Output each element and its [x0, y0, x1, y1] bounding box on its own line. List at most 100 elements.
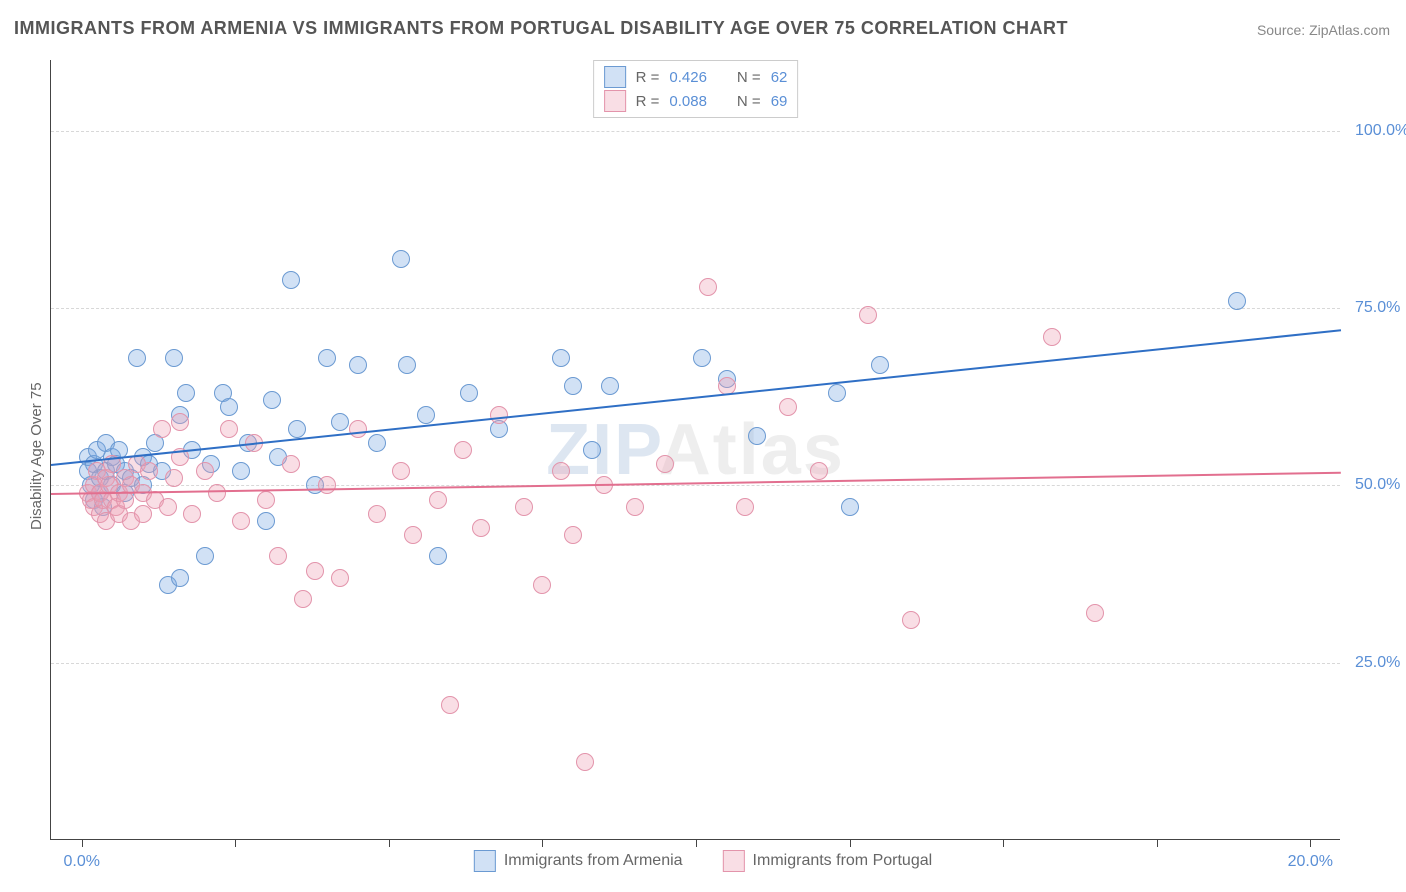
series-label-armenia: Immigrants from Armenia [504, 852, 683, 870]
data-point-armenia [288, 420, 306, 438]
data-point-portugal [699, 278, 717, 296]
data-point-portugal [779, 398, 797, 416]
data-point-armenia [693, 349, 711, 367]
data-point-portugal [257, 491, 275, 509]
data-point-portugal [349, 420, 367, 438]
data-point-armenia [232, 462, 250, 480]
data-point-armenia [552, 349, 570, 367]
data-point-portugal [454, 441, 472, 459]
data-point-armenia [601, 377, 619, 395]
data-point-portugal [165, 469, 183, 487]
data-point-portugal [294, 590, 312, 608]
data-point-armenia [417, 406, 435, 424]
x-tick [850, 839, 851, 847]
data-point-armenia [165, 349, 183, 367]
data-point-portugal [171, 413, 189, 431]
gridline [51, 308, 1340, 309]
gridline [51, 663, 1340, 664]
data-point-portugal [368, 505, 386, 523]
gridline [51, 485, 1340, 486]
data-point-armenia [177, 384, 195, 402]
y-tick-label: 50.0% [1355, 476, 1400, 494]
data-point-portugal [902, 611, 920, 629]
data-point-portugal [429, 491, 447, 509]
data-point-armenia [564, 377, 582, 395]
gridline [51, 131, 1340, 132]
data-point-armenia [1228, 292, 1246, 310]
data-point-portugal [269, 547, 287, 565]
x-tick [696, 839, 697, 847]
data-point-portugal [810, 462, 828, 480]
x-tick-label: 0.0% [63, 853, 99, 871]
data-point-armenia [282, 271, 300, 289]
data-point-portugal [232, 512, 250, 530]
data-point-portugal [736, 498, 754, 516]
data-point-portugal [282, 455, 300, 473]
data-point-armenia [871, 356, 889, 374]
legend-n-label: N = [737, 69, 761, 86]
data-point-armenia [841, 498, 859, 516]
series-legend-item-armenia: Immigrants from Armenia [474, 850, 683, 872]
y-tick-label: 100.0% [1355, 122, 1406, 140]
data-point-portugal [153, 420, 171, 438]
data-point-portugal [576, 753, 594, 771]
data-point-portugal [564, 526, 582, 544]
source-prefix: Source: [1257, 22, 1309, 38]
data-point-portugal [515, 498, 533, 516]
y-tick-label: 25.0% [1355, 654, 1400, 672]
x-tick [1157, 839, 1158, 847]
source-attribution: Source: ZipAtlas.com [1257, 22, 1390, 38]
data-point-armenia [398, 356, 416, 374]
legend-swatch-portugal [723, 850, 745, 872]
x-tick [235, 839, 236, 847]
data-point-armenia [368, 434, 386, 452]
legend-n-value-portugal: 69 [771, 93, 788, 110]
data-point-portugal [159, 498, 177, 516]
data-point-portugal [656, 455, 674, 473]
data-point-portugal [552, 462, 570, 480]
source-link[interactable]: ZipAtlas.com [1309, 22, 1390, 38]
data-point-portugal [331, 569, 349, 587]
x-tick-label: 20.0% [1288, 853, 1333, 871]
y-tick-label: 75.0% [1355, 299, 1400, 317]
data-point-portugal [392, 462, 410, 480]
data-point-portugal [472, 519, 490, 537]
data-point-portugal [134, 505, 152, 523]
data-point-armenia [263, 391, 281, 409]
series-label-portugal: Immigrants from Portugal [753, 852, 933, 870]
data-point-portugal [140, 462, 158, 480]
correlation-legend: R = 0.426 N = 62 R = 0.088 N = 69 [593, 60, 799, 118]
data-point-armenia [460, 384, 478, 402]
data-point-armenia [331, 413, 349, 431]
chart-container: IMMIGRANTS FROM ARMENIA VS IMMIGRANTS FR… [0, 0, 1406, 892]
correlation-legend-row-portugal: R = 0.088 N = 69 [604, 89, 788, 113]
data-point-armenia [748, 427, 766, 445]
data-point-portugal [196, 462, 214, 480]
data-point-armenia [429, 547, 447, 565]
data-point-portugal [490, 406, 508, 424]
data-point-portugal [208, 484, 226, 502]
data-point-armenia [392, 250, 410, 268]
x-tick [82, 839, 83, 847]
data-point-armenia [128, 349, 146, 367]
legend-swatch-armenia [474, 850, 496, 872]
data-point-armenia [318, 349, 336, 367]
data-point-portugal [441, 696, 459, 714]
data-point-armenia [349, 356, 367, 374]
data-point-portugal [318, 476, 336, 494]
legend-r-value-portugal: 0.088 [669, 93, 707, 110]
scatter-plot-area: ZIPAtlas R = 0.426 N = 62 R = 0.088 N = … [50, 60, 1340, 840]
data-point-armenia [196, 547, 214, 565]
data-point-portugal [859, 306, 877, 324]
data-point-portugal [1086, 604, 1104, 622]
series-legend-item-portugal: Immigrants from Portugal [723, 850, 933, 872]
legend-n-label: N = [737, 93, 761, 110]
data-point-portugal [220, 420, 238, 438]
legend-r-label: R = [636, 69, 660, 86]
x-tick [1310, 839, 1311, 847]
data-point-portugal [1043, 328, 1061, 346]
y-axis-title: Disability Age Over 75 [28, 382, 45, 530]
x-tick [389, 839, 390, 847]
x-tick [542, 839, 543, 847]
x-tick [1003, 839, 1004, 847]
